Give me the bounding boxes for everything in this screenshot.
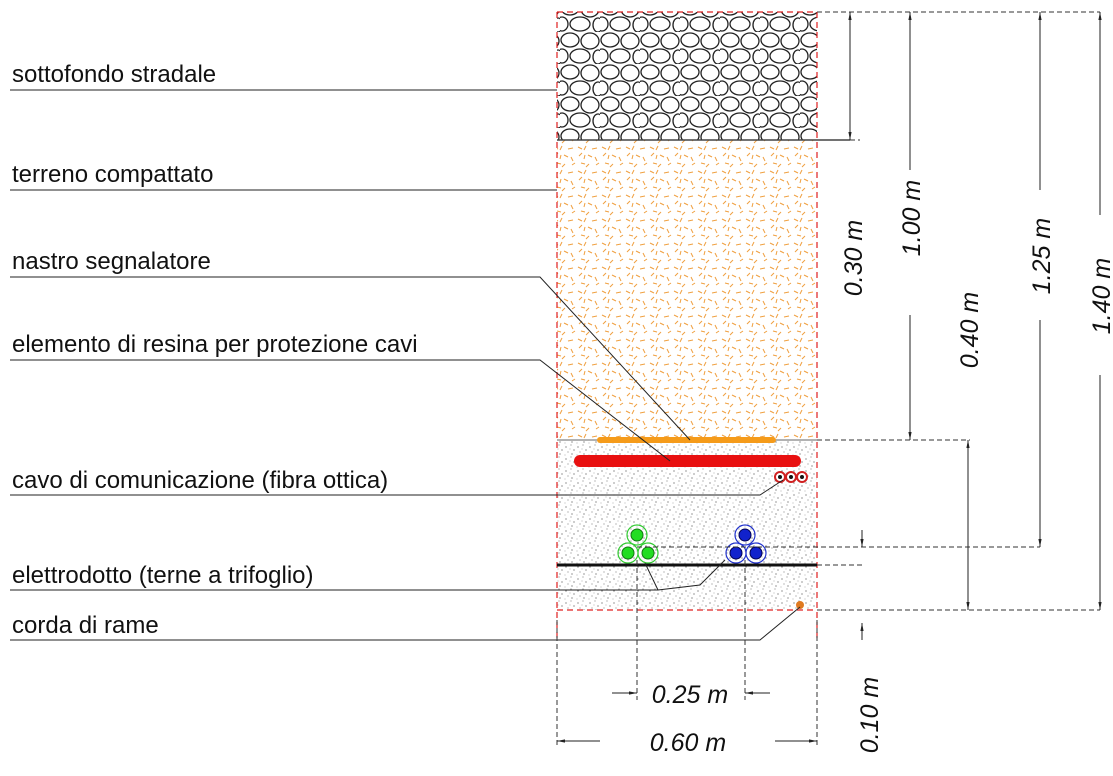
layers [556,11,850,638]
label-texts: sottofondo stradale terreno compattato n… [12,61,418,639]
dimension: 0.25 m [652,681,728,709]
elements [557,437,817,609]
label: corda di rame [12,612,159,639]
label: sottofondo stradale [12,61,216,88]
dimension: 1.25 m [1028,218,1056,294]
label: elemento di resina per protezione cavi [12,331,418,358]
dimension: 0.10 m [856,677,884,753]
leaders [10,89,801,641]
label: elettrodotto (terne a trifoglio) [12,562,314,589]
dimension: 1.00 m [898,180,926,256]
label: terreno compattato [12,161,213,188]
dimension-texts: 0.30 m 1.00 m 0.40 m 1.25 m 1.40 m 0.10 … [650,180,1113,757]
dimension-lines [556,11,1102,745]
label: nastro segnalatore [12,248,211,275]
dimension: 0.40 m [956,292,984,368]
dimension: 1.40 m [1088,258,1113,334]
dimension: 0.30 m [840,220,868,296]
dimension: 0.60 m [650,729,726,757]
label: cavo di comunicazione (fibra ottica) [12,467,388,494]
